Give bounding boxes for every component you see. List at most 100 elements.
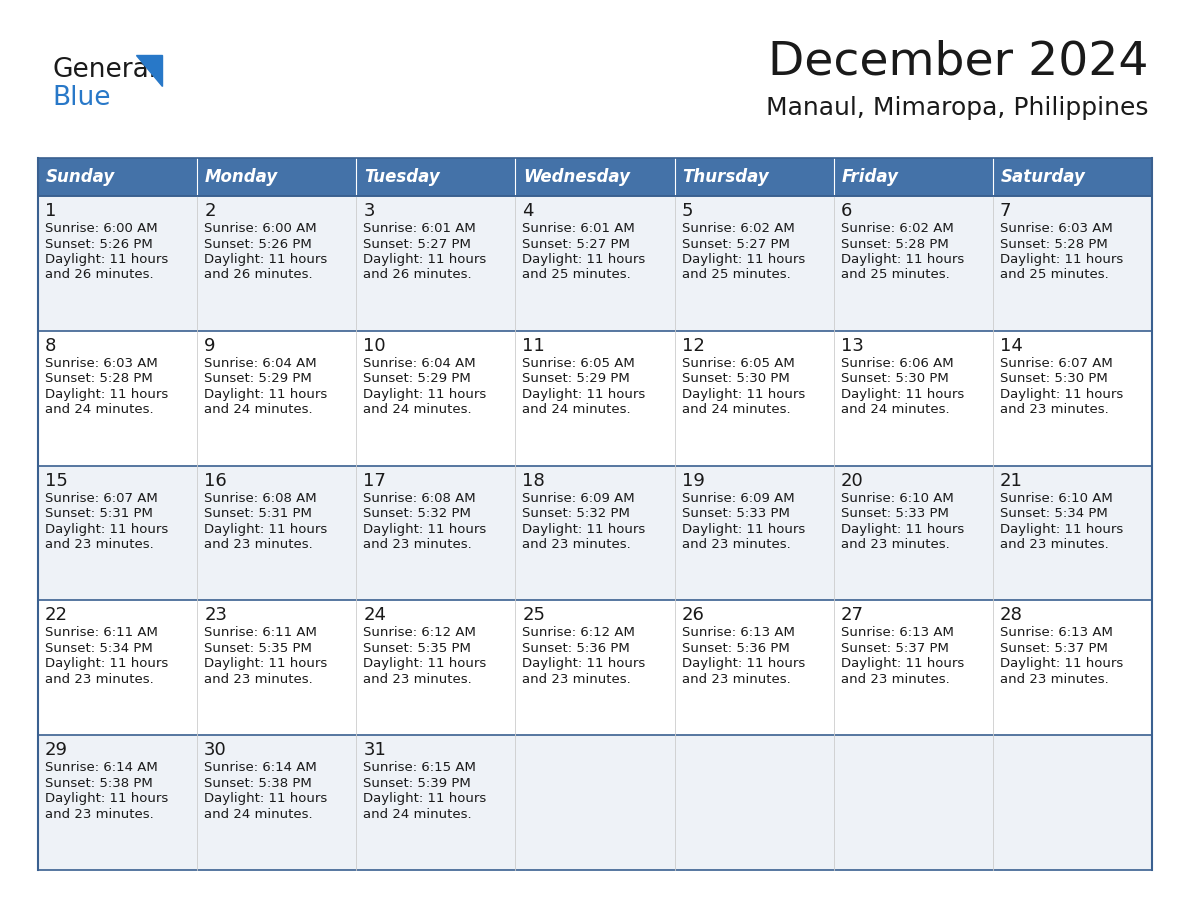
- Text: 19: 19: [682, 472, 704, 489]
- Bar: [197, 158, 356, 196]
- Bar: [197, 465, 356, 600]
- Text: Sunset: 5:33 PM: Sunset: 5:33 PM: [682, 507, 790, 521]
- Text: Sunrise: 6:09 AM: Sunrise: 6:09 AM: [682, 492, 795, 505]
- Bar: [834, 158, 993, 196]
- Text: Sunrise: 6:03 AM: Sunrise: 6:03 AM: [1000, 222, 1113, 235]
- Text: Sunrise: 6:02 AM: Sunrise: 6:02 AM: [682, 222, 795, 235]
- Text: and 26 minutes.: and 26 minutes.: [364, 268, 472, 282]
- Text: Sunrise: 6:01 AM: Sunrise: 6:01 AM: [523, 222, 636, 235]
- Text: 23: 23: [204, 607, 227, 624]
- Text: Sunrise: 6:12 AM: Sunrise: 6:12 AM: [523, 626, 636, 640]
- Text: Sunset: 5:27 PM: Sunset: 5:27 PM: [364, 238, 472, 251]
- Bar: [516, 196, 675, 330]
- Bar: [356, 330, 516, 465]
- Text: and 25 minutes.: and 25 minutes.: [1000, 268, 1108, 282]
- Text: Sunset: 5:29 PM: Sunset: 5:29 PM: [364, 373, 470, 386]
- Bar: [675, 735, 834, 870]
- Text: and 26 minutes.: and 26 minutes.: [204, 268, 312, 282]
- Text: 20: 20: [841, 472, 864, 489]
- Text: Sunrise: 6:02 AM: Sunrise: 6:02 AM: [841, 222, 954, 235]
- Text: and 23 minutes.: and 23 minutes.: [204, 673, 312, 686]
- Text: Daylight: 11 hours: Daylight: 11 hours: [364, 387, 487, 401]
- Text: Sunrise: 6:07 AM: Sunrise: 6:07 AM: [1000, 357, 1113, 370]
- Text: 18: 18: [523, 472, 545, 489]
- Text: Daylight: 11 hours: Daylight: 11 hours: [204, 792, 328, 805]
- Text: Sunrise: 6:10 AM: Sunrise: 6:10 AM: [1000, 492, 1113, 505]
- Text: and 24 minutes.: and 24 minutes.: [204, 808, 312, 821]
- Text: Daylight: 11 hours: Daylight: 11 hours: [523, 387, 646, 401]
- Text: Daylight: 11 hours: Daylight: 11 hours: [364, 657, 487, 670]
- Text: and 26 minutes.: and 26 minutes.: [45, 268, 153, 282]
- Text: Daylight: 11 hours: Daylight: 11 hours: [1000, 253, 1123, 266]
- Text: and 23 minutes.: and 23 minutes.: [682, 673, 790, 686]
- Bar: [516, 330, 675, 465]
- Text: Sunset: 5:26 PM: Sunset: 5:26 PM: [45, 238, 153, 251]
- Text: Sunrise: 6:04 AM: Sunrise: 6:04 AM: [204, 357, 317, 370]
- Text: Sunset: 5:28 PM: Sunset: 5:28 PM: [1000, 238, 1107, 251]
- Text: Sunset: 5:27 PM: Sunset: 5:27 PM: [523, 238, 631, 251]
- Text: and 23 minutes.: and 23 minutes.: [1000, 673, 1108, 686]
- Text: Daylight: 11 hours: Daylight: 11 hours: [204, 253, 328, 266]
- Text: Daylight: 11 hours: Daylight: 11 hours: [841, 522, 963, 535]
- Text: Sunset: 5:28 PM: Sunset: 5:28 PM: [841, 238, 948, 251]
- Text: Daylight: 11 hours: Daylight: 11 hours: [204, 522, 328, 535]
- Bar: [516, 600, 675, 735]
- Bar: [516, 465, 675, 600]
- Text: Daylight: 11 hours: Daylight: 11 hours: [45, 522, 169, 535]
- Text: and 24 minutes.: and 24 minutes.: [682, 403, 790, 416]
- Text: 9: 9: [204, 337, 216, 354]
- Text: Daylight: 11 hours: Daylight: 11 hours: [682, 657, 804, 670]
- Text: Sunrise: 6:10 AM: Sunrise: 6:10 AM: [841, 492, 954, 505]
- Text: and 23 minutes.: and 23 minutes.: [523, 673, 631, 686]
- Text: Daylight: 11 hours: Daylight: 11 hours: [364, 522, 487, 535]
- Text: and 23 minutes.: and 23 minutes.: [204, 538, 312, 551]
- Text: Daylight: 11 hours: Daylight: 11 hours: [682, 253, 804, 266]
- Text: Sunset: 5:32 PM: Sunset: 5:32 PM: [523, 507, 631, 521]
- Text: Sunset: 5:30 PM: Sunset: 5:30 PM: [841, 373, 948, 386]
- Text: Daylight: 11 hours: Daylight: 11 hours: [523, 522, 646, 535]
- Bar: [516, 158, 675, 196]
- Bar: [993, 600, 1152, 735]
- Text: and 23 minutes.: and 23 minutes.: [1000, 538, 1108, 551]
- Text: Sunrise: 6:01 AM: Sunrise: 6:01 AM: [364, 222, 476, 235]
- Text: and 23 minutes.: and 23 minutes.: [841, 538, 949, 551]
- Bar: [197, 600, 356, 735]
- Text: General: General: [52, 57, 156, 83]
- Text: 7: 7: [1000, 202, 1011, 220]
- Bar: [197, 735, 356, 870]
- Text: Sunrise: 6:11 AM: Sunrise: 6:11 AM: [204, 626, 317, 640]
- Text: Daylight: 11 hours: Daylight: 11 hours: [364, 792, 487, 805]
- Text: and 23 minutes.: and 23 minutes.: [841, 673, 949, 686]
- Text: Sunset: 5:38 PM: Sunset: 5:38 PM: [45, 777, 153, 789]
- Bar: [834, 196, 993, 330]
- Bar: [993, 465, 1152, 600]
- Text: 14: 14: [1000, 337, 1023, 354]
- Text: Sunrise: 6:13 AM: Sunrise: 6:13 AM: [841, 626, 954, 640]
- Text: Sunset: 5:27 PM: Sunset: 5:27 PM: [682, 238, 790, 251]
- Bar: [356, 465, 516, 600]
- Bar: [834, 330, 993, 465]
- Text: 28: 28: [1000, 607, 1023, 624]
- Text: and 23 minutes.: and 23 minutes.: [45, 538, 153, 551]
- Text: Sunset: 5:32 PM: Sunset: 5:32 PM: [364, 507, 472, 521]
- Bar: [356, 158, 516, 196]
- Bar: [675, 465, 834, 600]
- Text: 16: 16: [204, 472, 227, 489]
- Text: Sunrise: 6:13 AM: Sunrise: 6:13 AM: [1000, 626, 1113, 640]
- Text: Tuesday: Tuesday: [365, 168, 440, 186]
- Bar: [38, 158, 197, 196]
- Text: 8: 8: [45, 337, 56, 354]
- Text: Daylight: 11 hours: Daylight: 11 hours: [682, 387, 804, 401]
- Text: 26: 26: [682, 607, 704, 624]
- Bar: [356, 735, 516, 870]
- Text: Daylight: 11 hours: Daylight: 11 hours: [523, 657, 646, 670]
- Text: Sunset: 5:31 PM: Sunset: 5:31 PM: [204, 507, 312, 521]
- Bar: [38, 465, 197, 600]
- Text: Sunset: 5:37 PM: Sunset: 5:37 PM: [1000, 642, 1107, 655]
- Text: Daylight: 11 hours: Daylight: 11 hours: [45, 792, 169, 805]
- Text: Friday: Friday: [842, 168, 898, 186]
- Text: and 24 minutes.: and 24 minutes.: [841, 403, 949, 416]
- Bar: [993, 196, 1152, 330]
- Text: 30: 30: [204, 741, 227, 759]
- Bar: [197, 196, 356, 330]
